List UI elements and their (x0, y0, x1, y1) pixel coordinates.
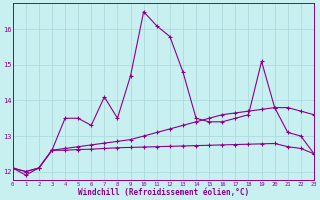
X-axis label: Windchill (Refroidissement éolien,°C): Windchill (Refroidissement éolien,°C) (78, 188, 249, 197)
